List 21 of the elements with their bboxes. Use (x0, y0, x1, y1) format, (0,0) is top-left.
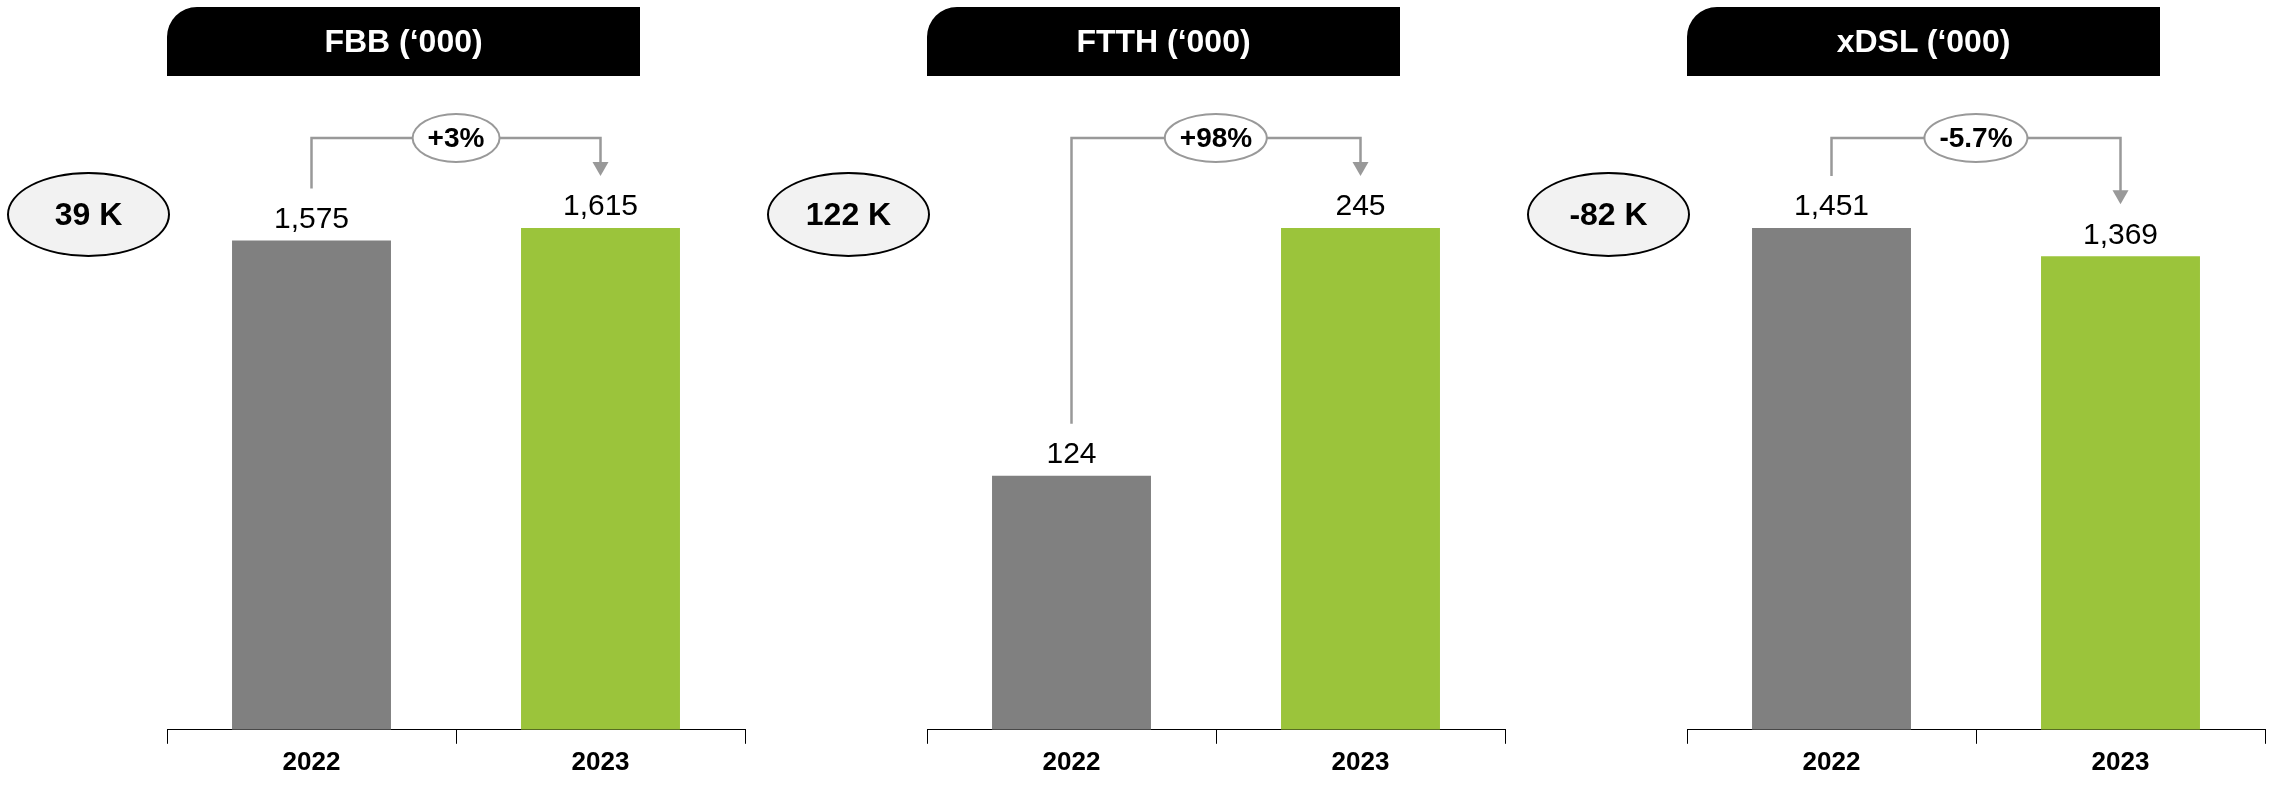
x-tick-label: 2022 (282, 745, 341, 776)
chart-title: FTTH (‘000) (927, 7, 1400, 76)
data-label: 1,575 (273, 200, 350, 234)
text: 122 K (767, 172, 930, 257)
text: +3% (411, 113, 501, 163)
data-label: 1,615 (562, 188, 639, 222)
chart-title: FBB (‘000) (167, 7, 640, 76)
text: 39 K (7, 172, 170, 257)
data-label: 124 (1046, 436, 1097, 470)
x-tick-label: 2022 (1042, 745, 1101, 776)
x-tick-label: 2022 (1802, 745, 1861, 776)
x-tick-label: 2023 (2091, 745, 2150, 776)
text: -82 K (1527, 172, 1690, 257)
x-tick-label: 2023 (571, 745, 630, 776)
data-label: 245 (1335, 188, 1386, 222)
text: +98% (1163, 113, 1269, 163)
chart-title: xDSL (‘000) (1687, 7, 2160, 76)
data-label: 1,451 (1793, 188, 1870, 222)
text: -5.7% (1923, 113, 2029, 163)
x-tick-label: 2023 (1331, 745, 1390, 776)
data-label: 1,369 (2082, 216, 2159, 250)
